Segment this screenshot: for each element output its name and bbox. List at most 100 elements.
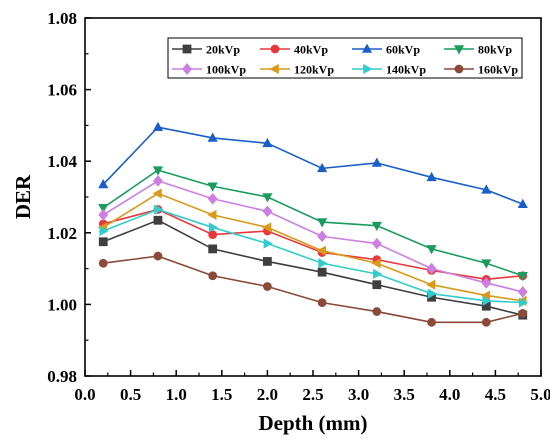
- legend-item-60kvp: 60kVp: [352, 43, 420, 57]
- legend-label: 80kVp: [478, 43, 512, 57]
- data-point-marker: [454, 64, 464, 74]
- series-80kvp: [98, 166, 528, 282]
- data-point-marker: [154, 204, 164, 215]
- series-line-120kvp: [102, 192, 523, 302]
- data-point-marker: [361, 43, 373, 53]
- x-tick-label: 4.5: [485, 385, 506, 404]
- x-tick-label: 3.0: [348, 385, 369, 404]
- plot-series: [97, 121, 529, 327]
- data-point-marker: [427, 317, 436, 327]
- data-point-marker: [153, 215, 163, 225]
- legend-label: 160kVp: [478, 63, 518, 77]
- x-tick-label: 1.0: [166, 385, 187, 404]
- x-tick-label: 3.5: [394, 385, 415, 404]
- legend-item-100kvp: 100kVp: [172, 63, 246, 77]
- series-140kvp: [99, 204, 529, 308]
- data-point-marker: [481, 259, 492, 269]
- series-100kvp: [98, 175, 528, 298]
- data-point-marker: [208, 222, 219, 233]
- legend: 20kVp 40kVp 60kVp 80kVp 100kVp 120kVp 140kVp 16…: [167, 37, 523, 79]
- data-point-marker: [98, 258, 108, 268]
- data-point-marker: [371, 258, 381, 269]
- data-point-marker: [372, 307, 382, 316]
- data-point-marker: [481, 317, 491, 327]
- legend-label: 40kVp: [294, 43, 328, 57]
- series-line-160kvp: [103, 255, 523, 324]
- data-point-marker: [317, 162, 328, 173]
- legend-item-140kvp: 140kVp: [352, 63, 426, 77]
- data-point-marker: [270, 44, 280, 54]
- data-point-marker: [316, 245, 326, 256]
- data-point-marker: [317, 218, 328, 228]
- data-point-marker: [262, 205, 273, 218]
- x-tick-label: 2.5: [302, 385, 323, 404]
- axis-ticks: 0.0 0.5 1.0 1.5 2.0 2.5 3.0 3.5 4.0 4.5 5.0 0.98 1.0…: [47, 9, 550, 404]
- data-point-marker: [371, 237, 382, 250]
- data-point-marker: [373, 268, 383, 280]
- data-point-marker: [426, 171, 437, 182]
- x-tick-label: 5.0: [530, 385, 550, 404]
- series-line-60kvp: [102, 126, 524, 205]
- data-point-marker: [481, 277, 492, 289]
- legend-box: [167, 37, 523, 79]
- legend-label: 20kVp: [206, 43, 240, 57]
- data-point-marker: [207, 209, 217, 220]
- data-point-marker: [262, 257, 272, 266]
- data-point-marker: [518, 297, 529, 308]
- data-point-marker: [426, 279, 436, 290]
- legend-item-20kvp: 20kVp: [172, 43, 240, 57]
- data-point-marker: [517, 198, 528, 208]
- series-line-20kvp: [102, 219, 523, 316]
- data-point-marker: [481, 184, 492, 194]
- data-point-marker: [99, 225, 109, 237]
- legend-label: 100kVp: [206, 63, 246, 77]
- data-point-marker: [152, 166, 164, 176]
- legend-item-40kvp: 40kVp: [260, 43, 328, 57]
- y-tick-label: 1.00: [47, 295, 77, 314]
- data-point-marker: [262, 282, 272, 291]
- data-point-marker: [208, 230, 218, 239]
- series-line-100kvp: [102, 180, 523, 293]
- legend-item-120kvp: 120kVp: [260, 63, 334, 77]
- y-tick-label: 1.08: [47, 9, 77, 28]
- legend-item-160kvp: 160kVp: [444, 63, 518, 77]
- data-point-marker: [263, 238, 273, 249]
- series-120kvp: [97, 188, 527, 306]
- data-point-marker: [317, 267, 327, 277]
- data-point-marker: [426, 245, 437, 255]
- data-point-marker: [98, 179, 109, 189]
- data-point-marker: [153, 251, 163, 261]
- y-tick-label: 0.98: [47, 367, 77, 386]
- y-tick-label: 1.02: [47, 224, 77, 243]
- data-point-marker: [261, 222, 272, 233]
- data-point-marker: [426, 262, 437, 275]
- data-point-marker: [262, 137, 273, 148]
- legend-label: 140kVp: [386, 63, 426, 77]
- series-line-40kvp: [103, 208, 523, 281]
- data-point-marker: [182, 44, 192, 54]
- legend-label: 120kVp: [294, 63, 334, 77]
- y-tick-label: 1.04: [47, 152, 77, 171]
- data-point-marker: [208, 244, 218, 254]
- series-60kvp: [98, 121, 528, 208]
- x-tick-label: 0.5: [120, 385, 141, 404]
- data-point-marker: [98, 237, 108, 247]
- data-point-marker: [152, 188, 162, 199]
- data-point-marker: [207, 132, 218, 142]
- data-point-marker: [371, 157, 382, 167]
- y-tick-label: 1.06: [47, 81, 77, 100]
- data-point-marker: [208, 271, 218, 281]
- data-point-marker: [262, 193, 273, 203]
- x-tick-label: 1.5: [211, 385, 232, 404]
- data-point-marker: [318, 258, 328, 269]
- data-point-marker: [518, 308, 528, 318]
- data-point-marker: [517, 286, 528, 298]
- data-point-marker: [317, 298, 327, 308]
- legend-item-80kvp: 80kVp: [444, 43, 512, 57]
- legend-label: 60kVp: [386, 43, 420, 57]
- x-tick-label: 2.0: [257, 385, 278, 404]
- x-tick-label: 0.0: [74, 385, 95, 404]
- x-axis-title: Depth (mm): [258, 411, 367, 435]
- y-axis-title: DER: [11, 174, 35, 219]
- data-point-marker: [152, 121, 164, 131]
